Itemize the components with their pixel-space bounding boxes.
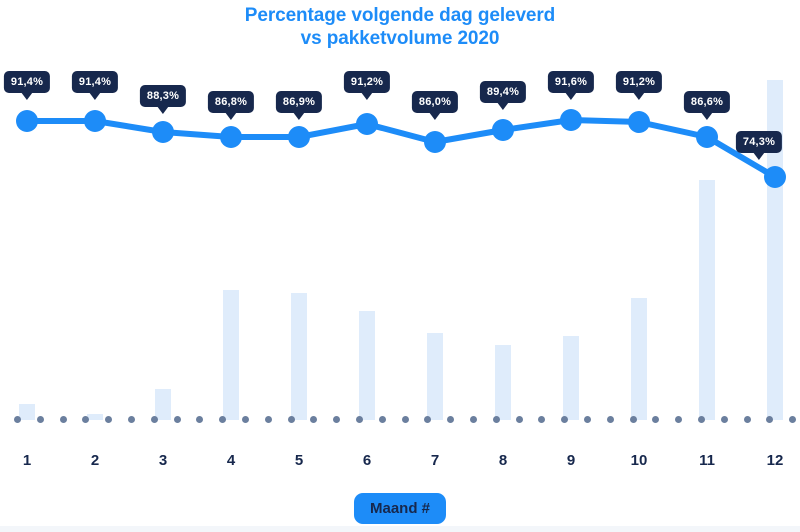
baseline-dot xyxy=(356,416,363,423)
x-axis-tick: 11 xyxy=(699,452,715,469)
data-label-tooltip: 86,8% xyxy=(207,91,255,120)
x-axis-tick: 3 xyxy=(158,452,168,469)
data-label-tooltip: 91,2% xyxy=(615,71,663,100)
baseline-dot xyxy=(698,416,705,423)
baseline-dot xyxy=(492,416,500,423)
bar xyxy=(19,404,35,420)
chart-title-line-1: Percentage volgende dag geleverd xyxy=(244,5,556,26)
bar xyxy=(699,180,715,420)
line-marker[interactable] xyxy=(152,121,174,143)
bar xyxy=(767,80,783,420)
data-label-tooltip: 91,4% xyxy=(3,71,51,100)
baseline-dot xyxy=(105,416,113,423)
baseline-dot xyxy=(401,416,409,423)
data-label-tooltip: 91,6% xyxy=(547,71,595,100)
line-marker[interactable] xyxy=(492,119,514,141)
baseline-dot xyxy=(287,416,295,423)
x-axis-tick-labels: 1 2 3 4 5 6 7 8 9 10 11 12 xyxy=(0,452,800,480)
baseline-dot xyxy=(378,416,386,423)
x-axis-tick: 4 xyxy=(226,452,236,469)
baseline-dot xyxy=(561,416,569,423)
bar xyxy=(631,298,647,420)
x-axis-tick: 10 xyxy=(630,452,648,469)
data-label-tooltip: 86,6% xyxy=(683,91,731,120)
baseline-dot xyxy=(14,416,21,423)
x-axis-tick: 12 xyxy=(766,452,784,469)
chart-title: Percentage volgende dag geleverd vs pakk… xyxy=(0,4,800,50)
baseline-dot xyxy=(424,416,432,423)
baseline-dot xyxy=(150,416,158,423)
baseline-dot xyxy=(242,416,249,423)
baseline-dot xyxy=(173,416,181,423)
data-label-tooltip: 88,3% xyxy=(139,85,187,114)
baseline-dot xyxy=(789,416,797,423)
bar xyxy=(427,333,443,420)
data-label-tooltip: 91,4% xyxy=(71,71,119,100)
baseline-dot xyxy=(652,416,660,423)
line-marker[interactable] xyxy=(16,110,38,132)
line-marker[interactable] xyxy=(628,111,650,133)
baseline-dot xyxy=(629,416,637,423)
baseline-dot xyxy=(310,416,318,423)
line-marker[interactable] xyxy=(84,110,106,132)
line-marker[interactable] xyxy=(560,109,582,131)
baseline-dot xyxy=(538,416,546,423)
baseline-dot xyxy=(470,416,477,423)
plot-area: 91,4% 91,4% 88,3% 86,8% 86,9% 91,2% 86,0% 89,4%… xyxy=(0,71,800,426)
baseline-dot xyxy=(59,416,67,423)
x-axis-tick: 7 xyxy=(430,452,440,469)
baseline-dot xyxy=(766,416,774,423)
baseline-dot xyxy=(219,416,227,423)
line-series-percentage xyxy=(16,109,786,188)
line-path xyxy=(24,117,778,180)
baseline-dot-row xyxy=(0,416,800,426)
data-label-tooltip: 91,2% xyxy=(343,71,391,100)
baseline-dot xyxy=(36,416,44,423)
baseline-dot xyxy=(196,416,204,423)
axis-title-badge: Maand # xyxy=(353,493,447,524)
bar xyxy=(291,293,307,420)
bar xyxy=(87,414,103,420)
line-marker[interactable] xyxy=(696,126,718,148)
data-label-tooltip: 74,3% xyxy=(735,131,783,160)
bar xyxy=(155,389,171,420)
baseline-dot xyxy=(606,416,614,423)
baseline-dot xyxy=(743,416,751,423)
baseline-dot xyxy=(82,416,90,423)
footer-strip xyxy=(0,526,800,532)
line-marker[interactable] xyxy=(764,166,786,188)
baseline-dot xyxy=(720,416,728,423)
line-marker[interactable] xyxy=(220,126,242,148)
chart-title-line-2: vs pakketvolume 2020 xyxy=(300,28,500,49)
baseline-dot xyxy=(333,416,341,423)
baseline-dot xyxy=(128,416,135,423)
line-marker[interactable] xyxy=(424,131,446,153)
baseline-dot xyxy=(675,416,683,423)
bar xyxy=(495,345,511,420)
data-label-tooltip: 86,9% xyxy=(275,91,323,120)
x-axis-tick: 5 xyxy=(294,452,304,469)
x-axis-tick: 2 xyxy=(90,452,100,469)
baseline-dot xyxy=(447,416,455,423)
bar xyxy=(563,336,579,420)
x-axis-tick: 1 xyxy=(22,452,32,469)
x-axis-tick: 8 xyxy=(498,452,508,469)
baseline-dot xyxy=(584,416,591,423)
line-marker[interactable] xyxy=(356,113,378,135)
baseline-dot xyxy=(264,416,272,423)
bar xyxy=(359,311,375,420)
data-label-tooltip: 86,0% xyxy=(411,91,459,120)
baseline-dot xyxy=(515,416,523,423)
line-marker[interactable] xyxy=(288,126,310,148)
x-axis-tick: 9 xyxy=(566,452,576,469)
x-axis-tick: 6 xyxy=(362,452,372,469)
bar xyxy=(223,290,239,420)
data-label-tooltip: 89,4% xyxy=(479,81,527,110)
